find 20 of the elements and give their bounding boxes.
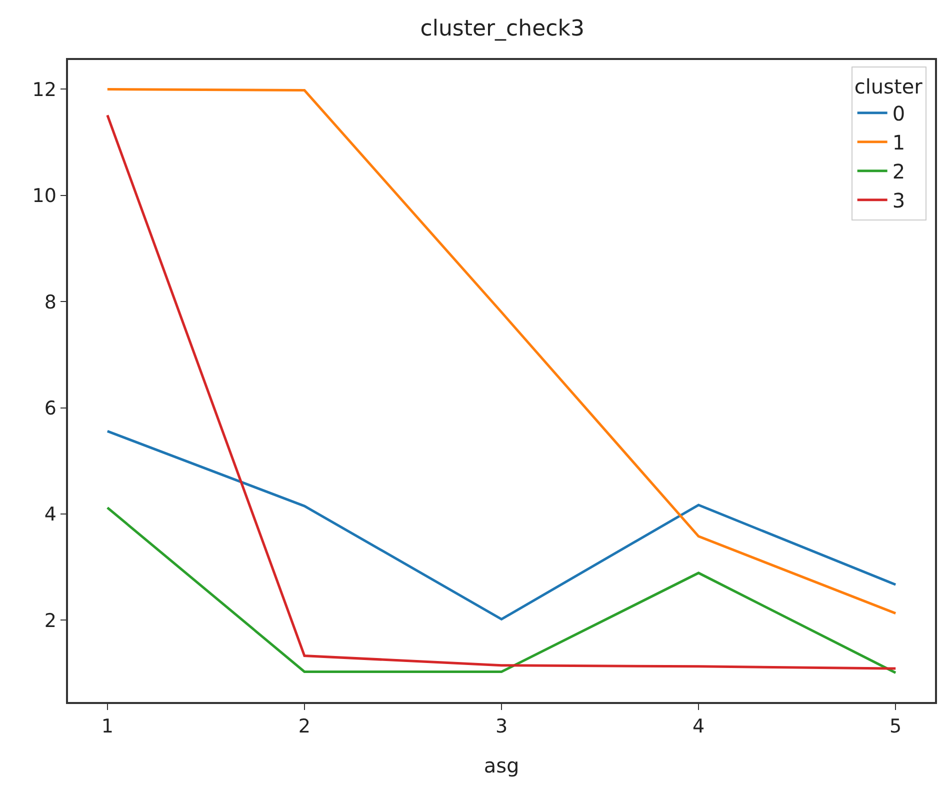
x-tick-label: 5: [890, 716, 902, 738]
legend-title: cluster: [854, 74, 924, 98]
x-axis-title: asg: [484, 754, 520, 778]
line-series: [106, 430, 897, 620]
chart-title: cluster_check3: [420, 16, 584, 42]
y-tick-label: 2: [44, 610, 56, 632]
legend-label: 2: [892, 160, 906, 184]
y-tick-label: 6: [44, 397, 56, 420]
x-tick-label: 1: [101, 716, 114, 738]
y-tick-label: 12: [32, 78, 56, 101]
y-tick-label: 10: [32, 185, 56, 208]
x-tick-label: 4: [692, 716, 705, 738]
x-tick-label: 3: [495, 716, 508, 738]
legend-label: 3: [892, 188, 906, 213]
x-tick-label: 2: [298, 716, 310, 738]
legend-label: 0: [892, 102, 906, 126]
y-tick-label: 8: [44, 291, 56, 314]
line-series: [106, 506, 897, 674]
y-tick-label: 4: [44, 504, 56, 526]
legend-label: 1: [892, 130, 906, 155]
